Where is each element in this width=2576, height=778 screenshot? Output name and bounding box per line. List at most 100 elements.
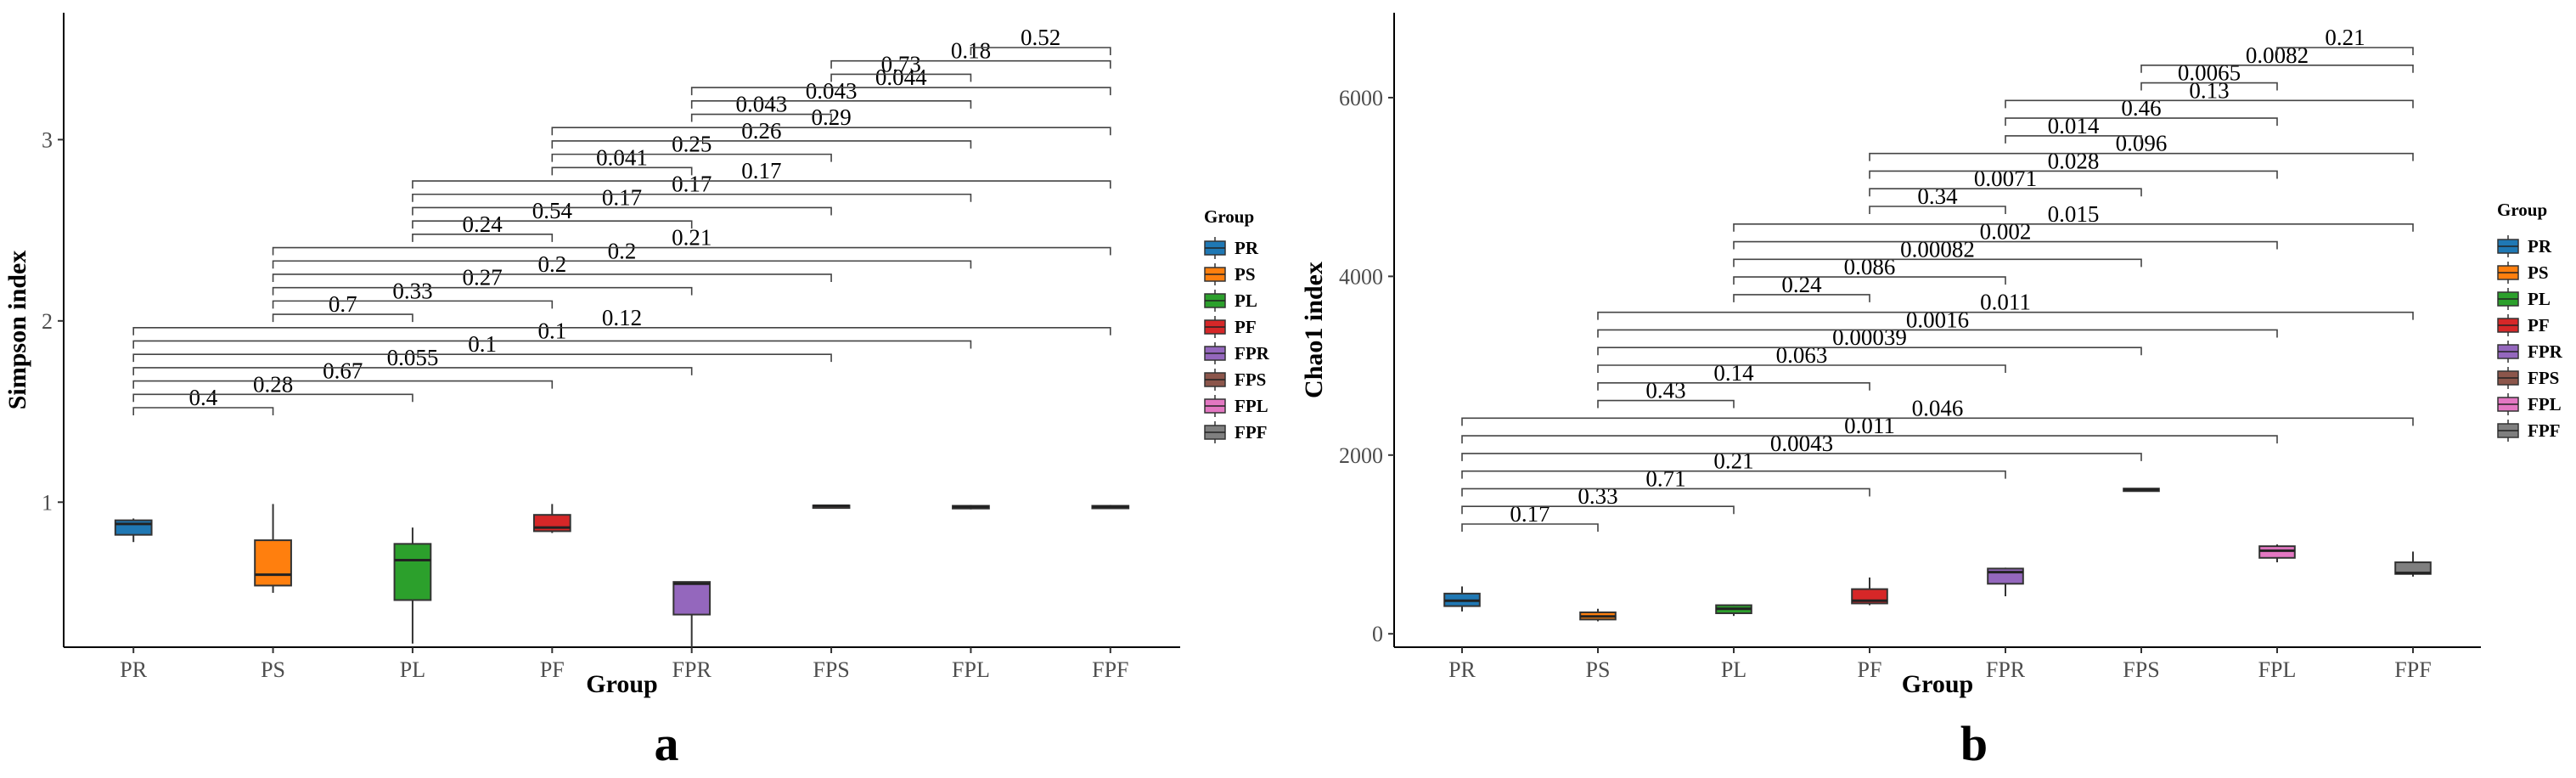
x-tick-label: FPS <box>2123 657 2159 682</box>
comparison-p-value: 0.54 <box>532 198 573 223</box>
comparison-bracket <box>2140 82 2278 91</box>
comparison-p-value: 0.17 <box>1510 501 1550 527</box>
comparison-bracket <box>551 140 972 149</box>
comparison-p-value: 0.33 <box>1578 483 1617 509</box>
comparison-bracket <box>1597 347 2142 356</box>
comparison-p-value: 0.13 <box>2189 77 2229 103</box>
legend-key-pr <box>1204 237 1226 259</box>
comparison-p-value: 0.33 <box>392 278 432 303</box>
comparison-p-value: 0.046 <box>1912 395 1964 420</box>
x-tick-label: FPF <box>1092 657 1128 682</box>
box-pr <box>114 519 153 536</box>
x-tick-label: PF <box>540 657 565 682</box>
comparison-bracket <box>1461 505 1735 515</box>
comparison-bracket <box>1461 435 2278 444</box>
x-tick-label: FPL <box>2258 657 2297 682</box>
y-tick-label: 2 <box>42 309 53 334</box>
panel-label: b <box>1960 716 1988 771</box>
comparison-bracket <box>830 59 1111 69</box>
comparison-bracket <box>272 313 413 323</box>
comparison-bracket <box>690 113 832 122</box>
x-tick-label: FPR <box>672 657 712 682</box>
comparison-bracket <box>1597 381 1870 391</box>
legend-key-fpf <box>1204 421 1226 443</box>
legend-label: FPR <box>2528 341 2563 362</box>
comparison-bracket <box>2005 99 2414 109</box>
legend-key-fpl <box>2497 393 2519 415</box>
panel-b-chao1-chart: 0 2000 4000 6000 PR PS PL PF FPR FPS FPL FPF Group Ch… <box>1300 13 2563 771</box>
comparison-p-value: 0.0071 <box>1974 166 2037 191</box>
legend-key-fpl <box>1204 395 1226 417</box>
legend-key-pl <box>2497 288 2519 310</box>
x-tick-label: PR <box>120 657 147 682</box>
comparison-p-value: 0.46 <box>2121 95 2161 121</box>
comparison-bracket <box>132 340 972 349</box>
comparison-bracket <box>830 73 972 82</box>
comparison-p-value: 0.0065 <box>2178 60 2241 86</box>
comparison-bracket <box>412 220 693 229</box>
y-tick-label: 1 <box>42 490 53 515</box>
comparison-bracket <box>132 367 693 375</box>
comparison-p-value: 0.12 <box>602 305 642 330</box>
legend-key-fpr <box>2497 341 2519 363</box>
comparison-p-value: 0.002 <box>1980 219 2032 245</box>
comparison-p-value: 0.34 <box>1917 183 1958 209</box>
comparison-p-value: 0.52 <box>1021 25 1060 50</box>
comparison-bracket <box>970 47 1111 55</box>
comparison-bracket <box>272 273 832 282</box>
panel-a-simpson-chart: 1 2 3 PR PS PL PF FPR FPS FPL FPF Group Simpson inde… <box>3 13 1270 771</box>
legend-label: FPS <box>2528 368 2559 388</box>
comparison-p-value: 0.7 <box>329 291 357 317</box>
comparison-bracket <box>1733 294 1870 302</box>
legend-key-ps <box>1204 263 1226 285</box>
comparison-p-value: 0.028 <box>2048 148 2100 173</box>
comparison-p-value: 0.041 <box>596 144 648 170</box>
box-fpr <box>1987 567 2024 585</box>
comparison-p-value: 0.2 <box>537 251 566 277</box>
comparison-bracket <box>1869 152 2414 161</box>
legend-label: FPS <box>1235 369 1266 390</box>
x-tick-label: PS <box>1586 657 1611 682</box>
comparison-bracket <box>1461 488 1870 497</box>
comparison-bracket <box>2140 64 2414 73</box>
comparison-bracket <box>1869 170 2278 179</box>
comparison-bracket <box>1461 523 1599 532</box>
legend-key-fps <box>1204 369 1226 391</box>
comparison-bracket <box>1869 206 2006 214</box>
y-tick-label: 6000 <box>1339 86 1383 110</box>
comparison-p-value: 0.27 <box>463 265 503 290</box>
comparison-p-value: 0.00039 <box>1832 324 1907 350</box>
comparison-bracket <box>1597 399 1735 409</box>
comparison-p-value: 0.1 <box>537 318 566 343</box>
comparison-bracket <box>132 326 1111 335</box>
legend-key-pf <box>2497 314 2519 336</box>
x-axis-title: Group <box>586 670 657 698</box>
comparison-p-value: 0.26 <box>741 118 781 144</box>
comparison-bracket <box>2005 117 2278 127</box>
comparison-p-value: 0.044 <box>875 65 927 90</box>
comparison-bracket <box>690 87 1111 96</box>
comparison-p-value: 0.055 <box>387 345 439 370</box>
x-tick-label: PS <box>261 657 285 682</box>
comparison-bracket <box>132 380 554 389</box>
box-fpl <box>2258 545 2296 559</box>
comparison-p-value: 0.17 <box>741 158 781 183</box>
legend-title: Group <box>1204 206 1254 227</box>
comparison-bracket <box>1597 311 2414 320</box>
x-tick-label: PL <box>400 657 425 682</box>
comparison-bracket <box>1869 188 2142 197</box>
comparison-bracket <box>272 246 1111 256</box>
legend-label: FPL <box>1235 396 1268 416</box>
comparison-p-value: 0.21 <box>2325 25 2365 50</box>
comparison-bracket <box>1597 364 2006 373</box>
comparison-p-value: 0.014 <box>2048 113 2100 138</box>
comparison-bracket <box>412 180 1111 189</box>
legend-label: PL <box>1235 290 1257 311</box>
comparison-bracket <box>1461 417 2414 426</box>
comparison-bracket <box>690 100 972 109</box>
x-axis-title: Group <box>1902 670 1973 698</box>
legend-label: PL <box>2528 289 2551 309</box>
comparison-p-value: 0.17 <box>602 184 642 210</box>
legend-label: PR <box>1235 238 1259 258</box>
